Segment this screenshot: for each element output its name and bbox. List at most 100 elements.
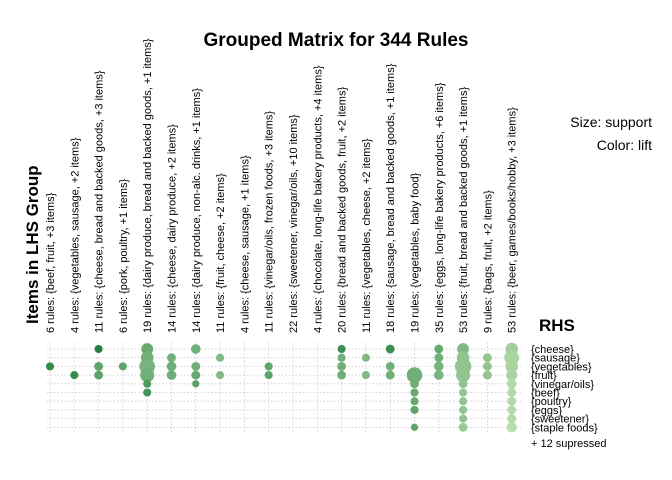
rule-point <box>140 368 155 383</box>
rule-point <box>410 388 419 397</box>
rule-point <box>166 370 177 380</box>
lhs-group-label: 9 rules: {bags, fruit, +2 items} <box>482 190 494 333</box>
rule-point <box>410 405 419 414</box>
rule-point <box>191 361 201 371</box>
grid <box>47 343 521 434</box>
chart-title: Grouped Matrix for 344 Rules <box>203 30 468 51</box>
rhs-item-label: {eggs} <box>531 405 563 417</box>
rule-point <box>459 397 468 406</box>
rule-point <box>361 371 370 380</box>
rule-point <box>410 379 419 389</box>
lhs-group-label: 4 rules: {cheese, sausage, +1 items} <box>239 155 251 333</box>
lhs-group-label: 53 rules: {beer, games/books/hobby, +3 i… <box>507 107 519 333</box>
lhs-group-label: 14 rules: {cheese, dairy produce, +2 ite… <box>167 124 179 333</box>
rule-point <box>385 370 395 380</box>
rule-point <box>216 371 225 380</box>
lhs-group-label: 4 rules: {chocolate, long-life bakery pr… <box>312 65 324 333</box>
rule-point <box>191 344 201 354</box>
rule-point <box>434 344 444 354</box>
lhs-group-label: 14 rules: {dairy produce, non-alc. drink… <box>191 88 203 333</box>
lhs-group-label: 19 rules: {vegetables, baby food} <box>410 172 422 333</box>
rule-point <box>337 361 347 371</box>
rule-point <box>216 353 225 362</box>
rule-point <box>482 370 492 380</box>
lhs-group-label: 11 rules: {fruit, cheese, +2 items} <box>215 173 227 333</box>
rule-point <box>456 368 471 383</box>
lhs-group-label: 6 rules: {beef, fruit, +3 items} <box>45 192 57 333</box>
lhs-group-label: 11 rules: {cheese, bread and backed good… <box>94 70 106 333</box>
rule-point <box>406 367 423 383</box>
rule-point <box>337 344 346 354</box>
rule-point <box>434 353 444 363</box>
rule-point <box>94 370 104 380</box>
rule-point <box>505 360 518 373</box>
lhs-group-label: 19 rules: {dairy produce, bread and back… <box>142 38 154 333</box>
lhs-group-label: 35 rules: {eggs, long-life bakery produc… <box>434 82 446 333</box>
rule-point <box>192 380 200 388</box>
y-axis-label: Items in LHS Group <box>23 165 42 324</box>
points <box>45 342 520 433</box>
lhs-group-label: 20 rules: {bread and backed goods, fruit… <box>337 87 349 333</box>
lhs-group-label: 11 rules: {vegetables, cheese, +2 items} <box>361 138 373 333</box>
rule-point <box>459 414 468 423</box>
rule-point <box>337 353 346 362</box>
rule-point <box>507 396 517 406</box>
rule-point <box>385 361 395 371</box>
rule-point <box>506 369 518 381</box>
rule-point <box>264 371 273 380</box>
rhs-item-label: {sweetener} <box>531 414 589 426</box>
rule-point <box>434 370 444 380</box>
rule-point <box>141 343 154 355</box>
rule-point <box>482 361 492 371</box>
lhs-group-label: 18 rules: {sausage, bread and backed goo… <box>385 63 397 333</box>
lhs-labels: 6 rules: {beef, fruit, +3 items} 4 rules:… <box>45 38 519 333</box>
rule-point <box>507 405 517 415</box>
rule-point <box>507 414 517 424</box>
rhs-axis-label: RHS <box>539 316 575 335</box>
rhs-item-label: {poultry} <box>531 396 572 408</box>
rule-point <box>143 379 152 388</box>
lhs-group-label: 11 rules: {vinegar/oils, frozen foods, +… <box>264 111 276 333</box>
rhs-item-label: {staple foods} <box>531 422 598 434</box>
rule-point <box>458 379 468 389</box>
rhs-item-label: {beef} <box>531 388 560 400</box>
color-legend: Color: lift <box>597 137 652 153</box>
rule-point <box>264 362 273 371</box>
rule-point <box>506 422 517 433</box>
rule-point <box>191 370 201 380</box>
rule-point <box>507 388 517 397</box>
rule-point <box>410 423 419 431</box>
rule-point <box>94 361 104 371</box>
lhs-group-label: 6 rules: {pork, poultry, +1 items} <box>118 178 130 333</box>
rule-point <box>45 362 55 371</box>
lhs-group-label: 53 rules: {fruit, bread and backed goods… <box>458 87 470 333</box>
rule-point <box>458 422 468 432</box>
lhs-group-label: 4 rules: {vegetables, sausage, +2 items} <box>69 137 81 333</box>
rule-point <box>410 397 419 406</box>
rule-point <box>385 344 395 354</box>
rule-point <box>337 370 347 380</box>
rule-point <box>361 353 370 362</box>
rule-point <box>94 344 103 354</box>
rhs-item-label: {vegetables} <box>531 361 592 373</box>
rule-point <box>434 361 444 372</box>
rhs-item-label: {fruit} <box>531 370 557 382</box>
rhs-labels: {cheese}{sausage}{vegetables}{fruit}{vin… <box>531 344 598 434</box>
rule-point <box>70 371 79 380</box>
rule-point <box>482 353 492 363</box>
rule-point <box>143 388 152 397</box>
rhs-item-label: {cheese} <box>531 344 574 356</box>
lhs-group-label: 22 rules: {sweetener, vinegar/oils, +10 … <box>288 114 300 333</box>
size-legend: Size: support <box>570 114 652 130</box>
rule-point <box>457 343 470 355</box>
rule-point <box>459 388 468 397</box>
rule-point <box>506 379 517 389</box>
rule-point <box>459 405 468 414</box>
rhs-item-label: {vinegar/oils} <box>531 379 594 391</box>
rhs-item-label: {sausage} <box>531 353 580 365</box>
rule-point <box>166 361 177 372</box>
rhs-suppressed-note: + 12 supressed <box>531 438 607 450</box>
rule-point <box>118 362 127 371</box>
rule-point <box>167 353 176 363</box>
